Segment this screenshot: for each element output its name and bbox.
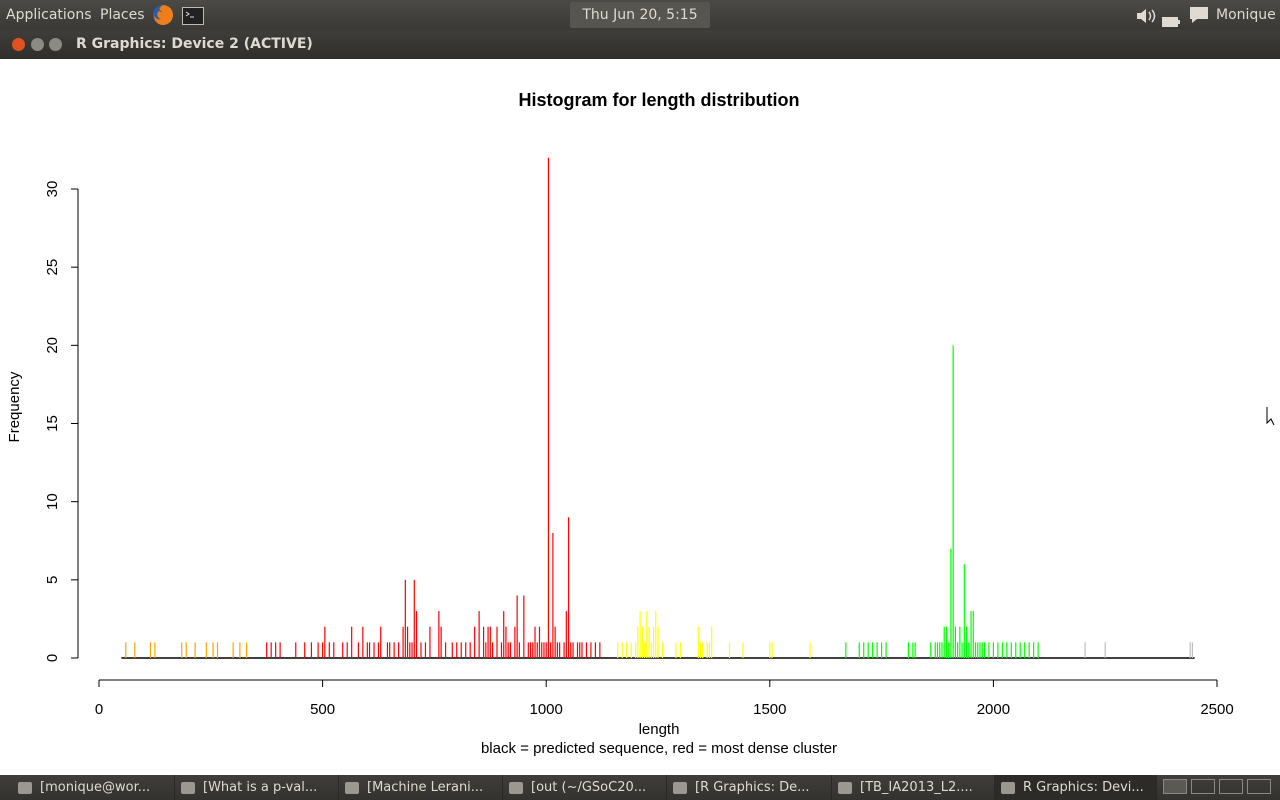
y-tick-label: 20 xyxy=(44,337,61,354)
taskbar-item-label: [Machine Lerani... xyxy=(367,780,484,795)
taskbar-item-label: R Graphics: Devi... xyxy=(1023,780,1144,795)
taskbar-item-label: [TB_IA2013_L2.... xyxy=(860,780,973,795)
taskbar-item[interactable]: [TB_IA2013_L2.... xyxy=(832,775,995,800)
workspace-switcher-3[interactable] xyxy=(1219,779,1243,794)
clock[interactable]: Thu Jun 20, 5:15 PM xyxy=(570,2,710,49)
taskbar-item-label: [What is a p-val... xyxy=(203,780,318,795)
y-tick-label: 15 xyxy=(44,415,61,432)
taskbar-item[interactable]: [What is a p-val... xyxy=(175,775,339,800)
x-tick-label: 2500 xyxy=(1200,701,1233,718)
taskbar-item[interactable]: R Graphics: Devi... xyxy=(995,775,1157,800)
folder-icon xyxy=(345,781,359,794)
x-axis-label: length xyxy=(639,721,680,738)
taskbar-item[interactable]: [Machine Lerani... xyxy=(339,775,503,800)
top-panel: Applications Places Thu Jun 20, 5:15 PM … xyxy=(0,0,1280,49)
workspace-switcher-1[interactable] xyxy=(1163,779,1187,794)
maximize-window-icon[interactable] xyxy=(49,38,62,51)
text-editor-icon xyxy=(509,781,523,794)
y-tick-label: 5 xyxy=(44,576,61,584)
x-tick-label: 1500 xyxy=(753,701,786,718)
minimize-window-icon[interactable] xyxy=(31,38,44,51)
chart-title: Histogram for length distribution xyxy=(519,90,800,110)
taskbar-item-label: [R Graphics: De... xyxy=(695,780,810,795)
x-tick-label: 2000 xyxy=(977,701,1010,718)
y-tick-label: 10 xyxy=(44,493,61,510)
taskbar-item-label: [monique@wor... xyxy=(40,780,151,795)
terminal-icon xyxy=(18,781,32,794)
window-icon xyxy=(1001,781,1015,794)
x-tick-label: 1000 xyxy=(530,701,563,718)
chart-subtitle: black = predicted sequence, red = most d… xyxy=(481,740,837,757)
volume-icon[interactable] xyxy=(1135,6,1157,24)
document-icon xyxy=(838,781,852,794)
taskbar-item[interactable]: [out (~/GSoC20... xyxy=(503,775,667,800)
x-tick-label: 500 xyxy=(310,701,335,718)
x-tick-label: 0 xyxy=(95,701,103,718)
window-titlebar[interactable]: R Graphics: Device 2 (ACTIVE) xyxy=(0,30,1280,59)
axes-group: 0 500 1000 1500 2000 2500 0 5 10 15 20 25 30 xyxy=(44,181,1234,718)
user-name[interactable]: Monique xyxy=(1216,7,1276,23)
battery-icon[interactable] xyxy=(1162,9,1180,27)
window-title: R Graphics: Device 2 (ACTIVE) xyxy=(76,36,313,52)
applications-menu[interactable]: Applications xyxy=(6,7,92,23)
workspace-switcher-4[interactable] xyxy=(1247,779,1271,794)
y-tick-label: 25 xyxy=(44,259,61,276)
y-tick-label: 30 xyxy=(44,181,61,198)
taskbar-item-label: [out (~/GSoC20... xyxy=(531,780,647,795)
workspace-switcher-2[interactable] xyxy=(1191,779,1215,794)
chat-status-icon[interactable] xyxy=(1188,5,1210,25)
y-tick-label: 0 xyxy=(44,654,61,662)
plot-area: Histogram for length distribution length… xyxy=(0,59,1280,775)
taskbar-item[interactable]: [R Graphics: De... xyxy=(667,775,832,800)
terminal-icon[interactable] xyxy=(182,6,204,25)
taskbar: [monique@wor... [What is a p-val... [Machi… xyxy=(0,775,1280,800)
taskbar-item[interactable]: [monique@wor... xyxy=(12,775,175,800)
places-menu[interactable]: Places xyxy=(100,7,145,23)
mouse-cursor-icon xyxy=(1266,407,1275,426)
firefox-icon xyxy=(181,781,195,794)
histogram-chart: Histogram for length distribution length… xyxy=(6,90,1234,757)
window-icon xyxy=(673,781,687,794)
close-window-icon[interactable] xyxy=(12,38,25,51)
bars-group xyxy=(121,157,1195,659)
y-axis-label: Frequency xyxy=(6,371,23,442)
firefox-icon[interactable] xyxy=(151,3,175,27)
